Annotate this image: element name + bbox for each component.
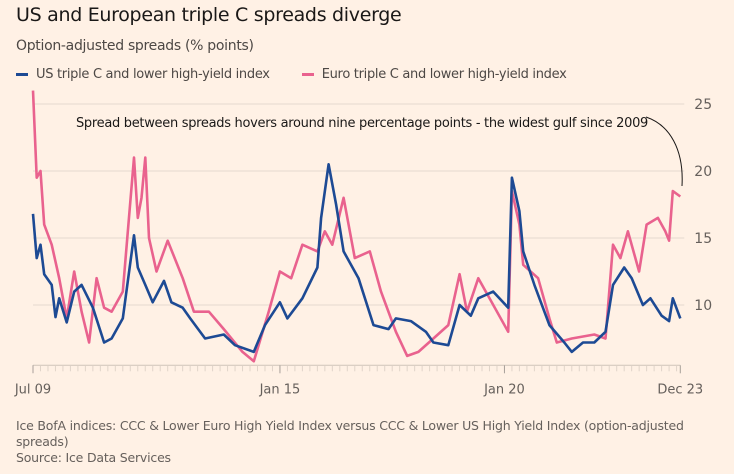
y-tick-label: 20: [694, 164, 712, 180]
legend-label-euro: Euro triple C and lower high-yield index: [321, 67, 567, 82]
y-tick-label: 10: [694, 298, 712, 314]
annotation-arrow: [645, 116, 683, 187]
legend-label-us: US triple C and lower high-yield index: [36, 67, 270, 82]
y-tick-label: 15: [694, 231, 712, 247]
chart-subtitle: Option-adjusted spreads (% points): [16, 38, 254, 54]
x-tick-label: Jul 09: [14, 382, 51, 397]
x-tick-label: Jan 15: [259, 382, 301, 397]
footer-note: Ice BofA indices: CCC & Lower Euro High …: [16, 418, 684, 449]
footer-source: Source: Ice Data Services: [16, 450, 171, 465]
legend-swatch-us: [16, 73, 28, 76]
annotation-text: Spread between spreads hovers around nin…: [76, 116, 648, 131]
legend-item-euro: Euro triple C and lower high-yield index: [301, 67, 567, 82]
y-tick-label: 25: [694, 97, 712, 113]
x-tick-label: Dec 23: [657, 382, 703, 397]
legend-item-us: US triple C and lower high-yield index: [16, 67, 270, 82]
line-chart: 10 15 20 25 Jul 09 Jan 15 Jan 20 Dec 23 Spread b…: [14, 90, 712, 397]
x-tick-label: Jan 20: [483, 382, 525, 397]
footer: Ice BofA indices: CCC & Lower Euro High …: [16, 418, 716, 466]
series-line-us: [31, 163, 682, 354]
series-line-euro: [31, 90, 682, 363]
legend: US triple C and lower high-yield index E…: [16, 67, 567, 82]
chart-title: US and European triple C spreads diverge: [16, 4, 402, 26]
legend-swatch-euro: [301, 73, 314, 76]
